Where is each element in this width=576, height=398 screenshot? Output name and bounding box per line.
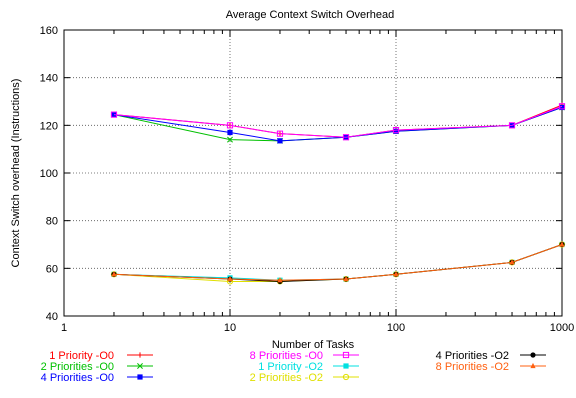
data-point xyxy=(110,111,118,118)
data-point xyxy=(393,128,399,134)
y-tick-label: 160 xyxy=(40,25,58,37)
y-tick-label: 100 xyxy=(40,168,58,180)
series-line xyxy=(113,106,563,142)
x-axis-title: Number of Tasks xyxy=(272,339,355,351)
legend-item: 8 Priorities -O2 xyxy=(436,361,546,373)
x-tick-label: 100 xyxy=(387,322,405,334)
legend-label: 8 Priorities -O0 xyxy=(250,350,323,362)
legend-label: 2 Priorities -O2 xyxy=(250,372,323,384)
data-point xyxy=(393,271,399,277)
y-tick-label: 140 xyxy=(40,73,58,85)
data-point xyxy=(392,127,400,134)
series-line xyxy=(113,244,563,281)
data-point xyxy=(111,271,117,277)
series-8 xyxy=(111,241,565,283)
legend-marker xyxy=(342,351,350,359)
data-point xyxy=(276,130,284,137)
legend-label: 1 Priority -O0 xyxy=(49,350,114,362)
legend-label: 8 Priorities -O2 xyxy=(436,361,509,373)
legend-item: 1 Priority -O0 xyxy=(49,350,153,362)
legend-label: 4 Priorities -O2 xyxy=(436,350,509,362)
legend-marker xyxy=(137,352,143,358)
legend-marker xyxy=(530,352,536,358)
data-point xyxy=(226,122,234,129)
chart-title: Average Context Switch Overhead xyxy=(226,9,395,21)
series-4 xyxy=(110,103,566,141)
data-point xyxy=(558,103,566,110)
legend-marker xyxy=(137,363,143,369)
legend-marker xyxy=(343,363,349,369)
data-point xyxy=(559,241,565,247)
data-point xyxy=(227,136,233,143)
legend-marker xyxy=(342,373,350,381)
x-tick-label: 1000 xyxy=(550,322,574,334)
y-tick-label: 60 xyxy=(46,263,58,275)
data-point xyxy=(343,275,349,282)
data-point xyxy=(277,138,283,144)
y-tick-label: 40 xyxy=(46,311,58,323)
series-group xyxy=(110,102,566,285)
series-line xyxy=(113,105,563,138)
data-point xyxy=(559,104,565,111)
x-tick-label: 10 xyxy=(224,322,236,334)
legend-marker xyxy=(137,374,143,380)
grid xyxy=(64,30,562,316)
data-point xyxy=(342,134,350,141)
y-axis-title: Context Switch overhead (Instructions) xyxy=(10,79,22,268)
legend-item: 4 Priorities -O0 xyxy=(41,372,153,384)
legend-item: 2 Priorities -O2 xyxy=(250,372,359,384)
data-point xyxy=(277,277,283,283)
legend-item: 1 Priority -O2 xyxy=(258,361,359,373)
series-3 xyxy=(111,104,565,144)
x-tick-label: 1 xyxy=(61,322,67,334)
y-tick-label: 80 xyxy=(46,216,58,228)
legend-item: 8 Priorities -O0 xyxy=(250,350,359,362)
legend-item: 2 Priorities -O0 xyxy=(41,361,153,373)
y-tick-label: 120 xyxy=(40,120,58,132)
series-6 xyxy=(110,241,566,285)
legend-label: 2 Priorities -O0 xyxy=(41,361,114,373)
series-line xyxy=(113,244,563,281)
data-point xyxy=(227,129,233,136)
data-point xyxy=(509,259,515,265)
series-1 xyxy=(111,102,565,140)
legend-marker xyxy=(530,362,536,369)
legend-label: 1 Priority -O2 xyxy=(258,361,323,373)
series-line xyxy=(113,106,563,142)
legend: 1 Priority -O02 Priorities -O04 Prioriti… xyxy=(41,350,546,384)
legend-label: 4 Priorities -O0 xyxy=(41,372,114,384)
data-point xyxy=(508,122,516,129)
legend-item: 4 Priorities -O2 xyxy=(436,350,546,362)
axis-ticks: 40 60 80 100 120 140 160 1 10 100 1000 xyxy=(40,25,575,334)
data-point xyxy=(227,275,233,282)
series-7 xyxy=(111,241,565,285)
